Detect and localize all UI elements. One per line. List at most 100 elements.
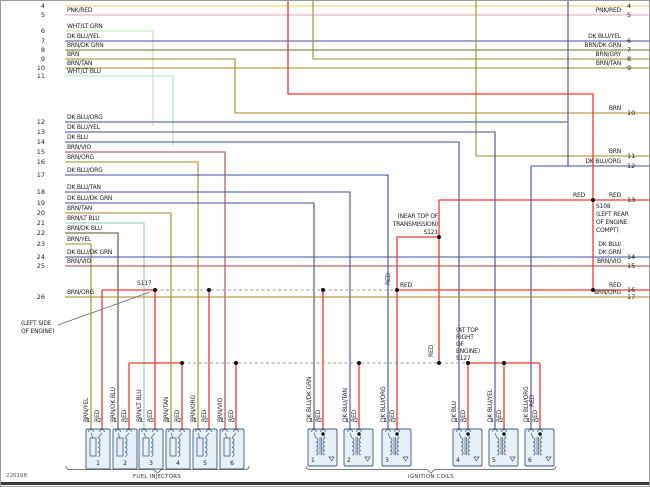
coil-1-pin1-wire-label: DK BLU/DK GRN	[306, 376, 313, 422]
splice-s127-note: RIGHT	[456, 334, 474, 341]
right-wire-number-15: 15	[627, 262, 636, 270]
wire-red-30	[396, 236, 439, 429]
injector-3-pin1-number: 1	[140, 418, 143, 424]
wire-red-27	[287, 1, 594, 290]
injector-6-pin2-number: 2	[232, 418, 235, 424]
red-label-inline-13: RED	[573, 192, 585, 199]
left-wire-number-10: 10	[36, 64, 45, 72]
splice-s108-note: COMPT)	[596, 227, 619, 234]
fuel-injector-symbol	[85, 428, 111, 470]
left-wire-label-26: BRN/ORG	[67, 289, 94, 296]
left-wire-number-8: 8	[40, 46, 45, 54]
splice-s117-label: S117	[137, 280, 152, 287]
coil-2-pin1-wire-label: DK BLU/TAN	[342, 388, 349, 422]
injector-4-pin2-number: 2	[178, 418, 181, 424]
coil-2-pin2-number: 2	[355, 418, 358, 424]
coil-4-pin2-number: 2	[464, 418, 467, 424]
diagram-id: 226198	[6, 473, 27, 479]
ignition-coil-symbol	[488, 428, 519, 467]
splice-dot	[321, 288, 325, 292]
left-wire-label-23: BRN/YEL	[67, 236, 92, 243]
right-wire-number-14: 14	[627, 253, 636, 261]
wire-ltcyan-8	[65, 75, 174, 146]
splice-s127-note: (AT TOP	[456, 327, 479, 334]
splice-s121-label: S121	[423, 229, 439, 236]
splice-s108-note: OF ENGINE	[596, 219, 628, 226]
right-wire-label-14: DK GRN	[598, 249, 621, 256]
injector-1-pin2-number: 2	[98, 418, 101, 424]
wire-dkblue-17	[65, 174, 389, 429]
injector-3-pin2-number: 2	[151, 418, 154, 424]
injector-number-4: 4	[176, 460, 180, 467]
ignition-coil-symbol	[307, 428, 338, 467]
coil-number-4: 4	[456, 457, 460, 464]
splice-s121-note: (NEAR TOP OF	[397, 213, 439, 220]
splice-dot	[437, 361, 441, 365]
splice-dot	[207, 288, 211, 292]
right-wire-number-12: 12	[627, 162, 636, 170]
injector-number-1: 1	[96, 460, 100, 467]
wire-dkblue-13	[65, 131, 496, 429]
right-wire-number-17: 17	[627, 293, 636, 301]
coil-5-pin2-number: 2	[500, 418, 503, 424]
left-wire-label-18: DK BLU/TAN	[67, 184, 101, 191]
right-wire-label-11: BRN	[608, 148, 621, 155]
splice-s127-note: ENGINE)	[456, 348, 480, 355]
right-wire-label-16: RED	[609, 282, 621, 289]
s117-leader-line	[57, 291, 151, 326]
left-wire-number-25: 25	[36, 262, 45, 270]
coil-number-1: 1	[311, 457, 315, 464]
left-wire-label-6: WHT/LT GRN	[67, 23, 103, 30]
ignition-coil-symbol	[381, 428, 412, 467]
wire-dkblue-19	[65, 202, 315, 429]
coil-2-pin1-number: 1	[346, 418, 349, 424]
left-wire-label-25: BRN/VIO	[67, 258, 91, 265]
splice-dot	[357, 361, 361, 365]
left-wire-label-5: PNK/RED	[67, 7, 93, 14]
injector-2-pin1-number: 1	[114, 418, 117, 424]
wire-gold-6	[312, 1, 649, 60]
right-wire-label-9: BRN/TAN	[595, 60, 621, 67]
wire-dkblue-14	[65, 141, 460, 429]
right-wire-number-7: 7	[627, 46, 632, 54]
splice-s117-note: (LEFT SIDE	[21, 320, 52, 327]
wire-dkblue-18	[65, 191, 351, 429]
right-wire-label-5: PNK/RED	[595, 7, 621, 14]
left-wire-number-26: 26	[36, 293, 45, 301]
injector-2-pin2-number: 2	[125, 418, 128, 424]
splice-dot	[180, 361, 184, 365]
splice-dot	[591, 198, 595, 202]
coil-6-pin2-number: 2	[536, 418, 539, 424]
coil-number-5: 5	[492, 457, 496, 464]
left-wire-label-14: DK BLU	[67, 134, 88, 141]
right-wire-label-13: RED	[609, 192, 621, 199]
coil-4-pin1-number: 1	[455, 418, 458, 424]
coil-6-pin1-number: 1	[527, 418, 530, 424]
red-label-vertical-s121: RED	[428, 345, 435, 357]
coil-5-pin1-number: 1	[491, 418, 494, 424]
left-wire-label-21: BRN/LT BLU	[67, 215, 100, 222]
ignition-coil-symbol	[524, 428, 555, 467]
left-wire-label-8: BRN/DK GRN	[67, 42, 104, 49]
splice-s127-label: S127	[456, 355, 471, 362]
right-wire-label-15: BRN/VIO	[597, 258, 621, 265]
splice-dot	[591, 288, 595, 292]
splice-dot	[395, 288, 399, 292]
injector-5-pin1-number: 1	[194, 418, 197, 424]
left-wire-label-15: BRN/VIO	[67, 144, 91, 151]
splice-dot	[234, 361, 238, 365]
red-label-vertical-coil6: RED	[529, 395, 536, 407]
injector-6-pin1-number: 1	[221, 418, 224, 424]
coil-1-pin2-number: 2	[319, 418, 322, 424]
left-wire-number-6: 6	[40, 27, 45, 35]
ignition-coils-brace	[305, 465, 557, 474]
coil-3-pin1-wire-label: DK BLU/ORG	[380, 386, 387, 422]
coil-number-2: 2	[347, 457, 351, 464]
fuel-injector-symbol	[112, 428, 138, 470]
left-wire-label-10: BRN/TAN	[67, 60, 93, 67]
splice-dot	[466, 361, 470, 365]
right-wire-number-10: 10	[627, 109, 636, 117]
left-wire-label-13: DK BLU/YEL	[67, 124, 100, 131]
left-wire-number-11: 11	[36, 72, 45, 80]
left-wire-label-11: WHT/LT BLU	[67, 68, 101, 75]
